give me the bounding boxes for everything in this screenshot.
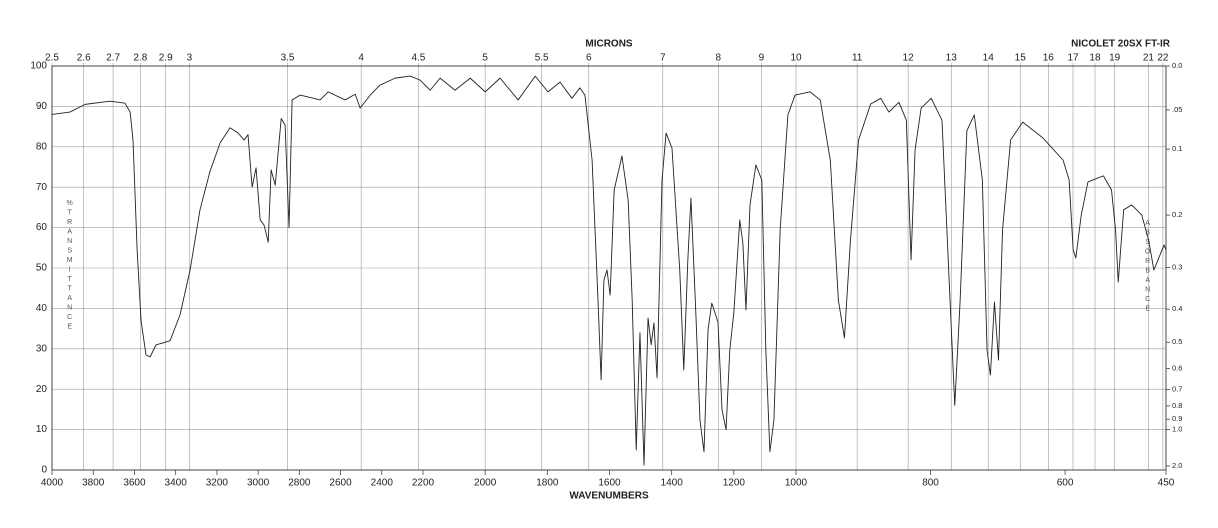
x2-tick-label: 17 bbox=[1067, 53, 1079, 64]
x2-tick-label: 5.5 bbox=[535, 53, 549, 64]
y2-tick-label: 0.2 bbox=[1172, 210, 1182, 219]
x2-tick-label: 10 bbox=[790, 53, 802, 64]
x2-tick-label: 8 bbox=[716, 53, 722, 64]
y-tick-label: 10 bbox=[36, 424, 48, 435]
x-tick-label: 600 bbox=[1057, 478, 1074, 489]
y-tick-label: 90 bbox=[36, 101, 48, 112]
y2-tick-label: .05 bbox=[1172, 105, 1182, 114]
x2-tick-label: 12 bbox=[903, 53, 915, 64]
x2-tick-label: 2.6 bbox=[77, 53, 91, 64]
x2-tick-label: 3 bbox=[187, 53, 193, 64]
y-tick-label: 70 bbox=[36, 182, 48, 193]
x2-tick-label: 7 bbox=[660, 53, 666, 64]
x-tick-label: 2200 bbox=[412, 478, 435, 489]
x-tick-label: 3800 bbox=[82, 478, 105, 489]
x2-tick-label: 9 bbox=[759, 53, 765, 64]
x-tick-label: 2000 bbox=[474, 478, 497, 489]
y2-tick-label: 0.3 bbox=[1172, 263, 1182, 272]
y2-tick-label: 0.5 bbox=[1172, 337, 1182, 346]
x2-axis-title: MICRONS bbox=[585, 39, 633, 50]
x2-tick-label: 2.8 bbox=[133, 53, 147, 64]
chart-title: NICOLET 20SX FT-IR bbox=[1071, 39, 1171, 50]
x2-tick-label: 5 bbox=[482, 53, 488, 64]
x2-tick-label: 2.7 bbox=[106, 53, 120, 64]
y-tick-label: 20 bbox=[36, 384, 48, 395]
y-tick-label: 50 bbox=[36, 263, 48, 274]
y-axis-title: %TRANSMITTANCE bbox=[66, 200, 73, 333]
y-tick-label: 100 bbox=[30, 61, 47, 72]
x-tick-label: 2600 bbox=[329, 478, 352, 489]
y2-tick-label: 0.4 bbox=[1172, 304, 1182, 313]
x2-tick-label: 4.5 bbox=[411, 53, 425, 64]
y2-tick-label: 1.0 bbox=[1172, 425, 1182, 434]
x-tick-label: 1400 bbox=[661, 478, 684, 489]
x2-tick-label: 16 bbox=[1043, 53, 1055, 64]
x2-tick-label: 3.5 bbox=[281, 53, 295, 64]
x2-tick-label: 15 bbox=[1015, 53, 1027, 64]
x-tick-label: 1000 bbox=[785, 478, 808, 489]
y-tick-label: 40 bbox=[36, 303, 48, 314]
y-tick-label: 60 bbox=[36, 222, 48, 233]
y-tick-label: 30 bbox=[36, 343, 48, 354]
y2-tick-label: 0.6 bbox=[1172, 364, 1182, 373]
y2-tick-label: 0.0 bbox=[1172, 61, 1182, 70]
x-tick-label: 450 bbox=[1158, 478, 1175, 489]
x-tick-label: 3000 bbox=[247, 478, 270, 489]
x-tick-label: 1200 bbox=[723, 478, 746, 489]
x2-tick-label: 2.5 bbox=[45, 53, 59, 64]
x2-tick-label: 6 bbox=[586, 53, 592, 64]
x2-tick-label: 21 bbox=[1143, 53, 1155, 64]
plot-frame bbox=[51, 65, 1167, 471]
x-tick-label: 2400 bbox=[371, 478, 394, 489]
x2-tick-label: 4 bbox=[358, 53, 364, 64]
x-tick-label: 3400 bbox=[165, 478, 188, 489]
x-tick-label: 4000 bbox=[41, 478, 64, 489]
x-tick-label: 1600 bbox=[598, 478, 621, 489]
x2-tick-label: 19 bbox=[1109, 53, 1121, 64]
y2-tick-label: 0.7 bbox=[1172, 384, 1182, 393]
y-tick-label: 80 bbox=[36, 141, 48, 152]
x2-tick-label: 2.9 bbox=[159, 53, 173, 64]
x2-tick-label: 18 bbox=[1089, 53, 1101, 64]
x2-tick-label: 14 bbox=[983, 53, 995, 64]
x-tick-label: 2800 bbox=[288, 478, 311, 489]
x2-tick-label: 22 bbox=[1157, 53, 1169, 64]
x2-tick-label: 13 bbox=[946, 53, 958, 64]
x-tick-label: 800 bbox=[922, 478, 939, 489]
y2-tick-label: 0.1 bbox=[1172, 144, 1182, 153]
spectrum-line bbox=[51, 75, 1167, 466]
y-tick-label: 0 bbox=[41, 465, 47, 476]
y2-tick-label: 0.9 bbox=[1172, 414, 1182, 423]
x-tick-label: 3200 bbox=[206, 478, 229, 489]
y2-tick-label: 2.0 bbox=[1172, 461, 1182, 470]
x-tick-label: 1800 bbox=[536, 478, 559, 489]
y2-axis-title: ABSORBANCE bbox=[1144, 220, 1151, 315]
y2-tick-label: 0.8 bbox=[1172, 401, 1182, 410]
x2-tick-label: 11 bbox=[852, 53, 863, 64]
x-axis-title: WAVENUMBERS bbox=[569, 491, 649, 502]
x-tick-label: 3600 bbox=[123, 478, 146, 489]
